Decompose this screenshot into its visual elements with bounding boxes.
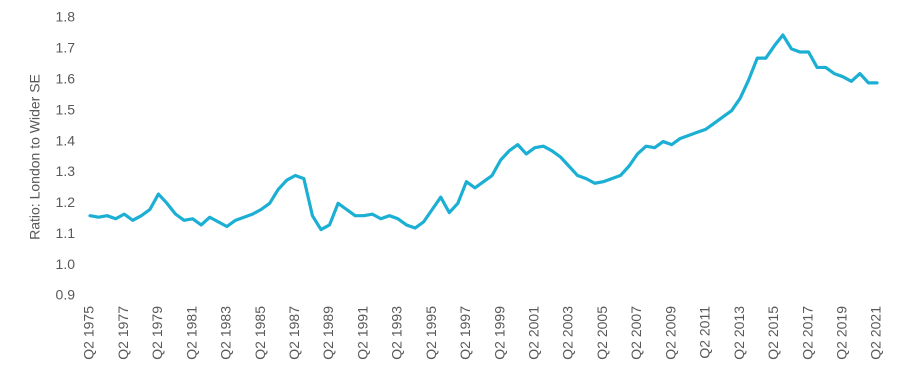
line-series	[88, 33, 879, 232]
x-tick-label: Q2 1981	[183, 306, 199, 360]
x-tick-label: Q2 1995	[423, 306, 439, 360]
y-tick-label: 1.3	[56, 163, 76, 179]
x-tick-label: Q2 1987	[286, 306, 302, 360]
y-tick-label: 1.2	[56, 194, 76, 210]
x-tick-label: Q2 1975	[81, 306, 97, 360]
x-tick-label: Q2 1983	[218, 306, 234, 360]
y-tick-label: 1.5	[56, 101, 76, 117]
x-tick-label: Q2 2009	[662, 306, 678, 360]
x-tick-label: Q2 2017	[799, 306, 815, 360]
y-tick-label: 1.8	[56, 9, 76, 25]
y-tick-label: 1.1	[56, 225, 76, 241]
x-tick-label: Q2 2003	[560, 306, 576, 360]
x-tick-label: Q2 2013	[731, 306, 747, 360]
y-axis-label: Ratio: London to Wider SE	[27, 74, 43, 240]
x-tick-label: Q2 2021	[868, 306, 884, 360]
x-tick-label: Q2 2011	[697, 306, 713, 359]
x-tick-label: Q2 1989	[320, 306, 336, 360]
x-tick-label: Q2 2007	[628, 306, 644, 360]
x-tick-label: Q2 2015	[765, 306, 781, 360]
y-tick-label: 1.7	[56, 40, 76, 56]
x-tick-label: Q2 1993	[389, 306, 405, 360]
x-tick-label: Q2 1979	[149, 306, 165, 360]
x-tick-label: Q2 1999	[491, 306, 507, 360]
y-tick-label: 0.9	[56, 287, 76, 303]
x-tick-label: Q2 1997	[457, 306, 473, 360]
x-tick-label: Q2 2019	[833, 306, 849, 360]
y-tick-label: 1.0	[56, 256, 76, 272]
x-tick-label: Q2 2005	[594, 306, 610, 360]
y-tick-label: 1.4	[56, 132, 76, 148]
x-tick-label: Q2 1991	[354, 306, 370, 360]
x-tick-label: Q2 2001	[526, 306, 542, 360]
x-tick-label: Q2 1977	[115, 306, 131, 360]
x-tick-label: Q2 1985	[252, 306, 268, 360]
y-tick-label: 1.6	[56, 70, 76, 86]
